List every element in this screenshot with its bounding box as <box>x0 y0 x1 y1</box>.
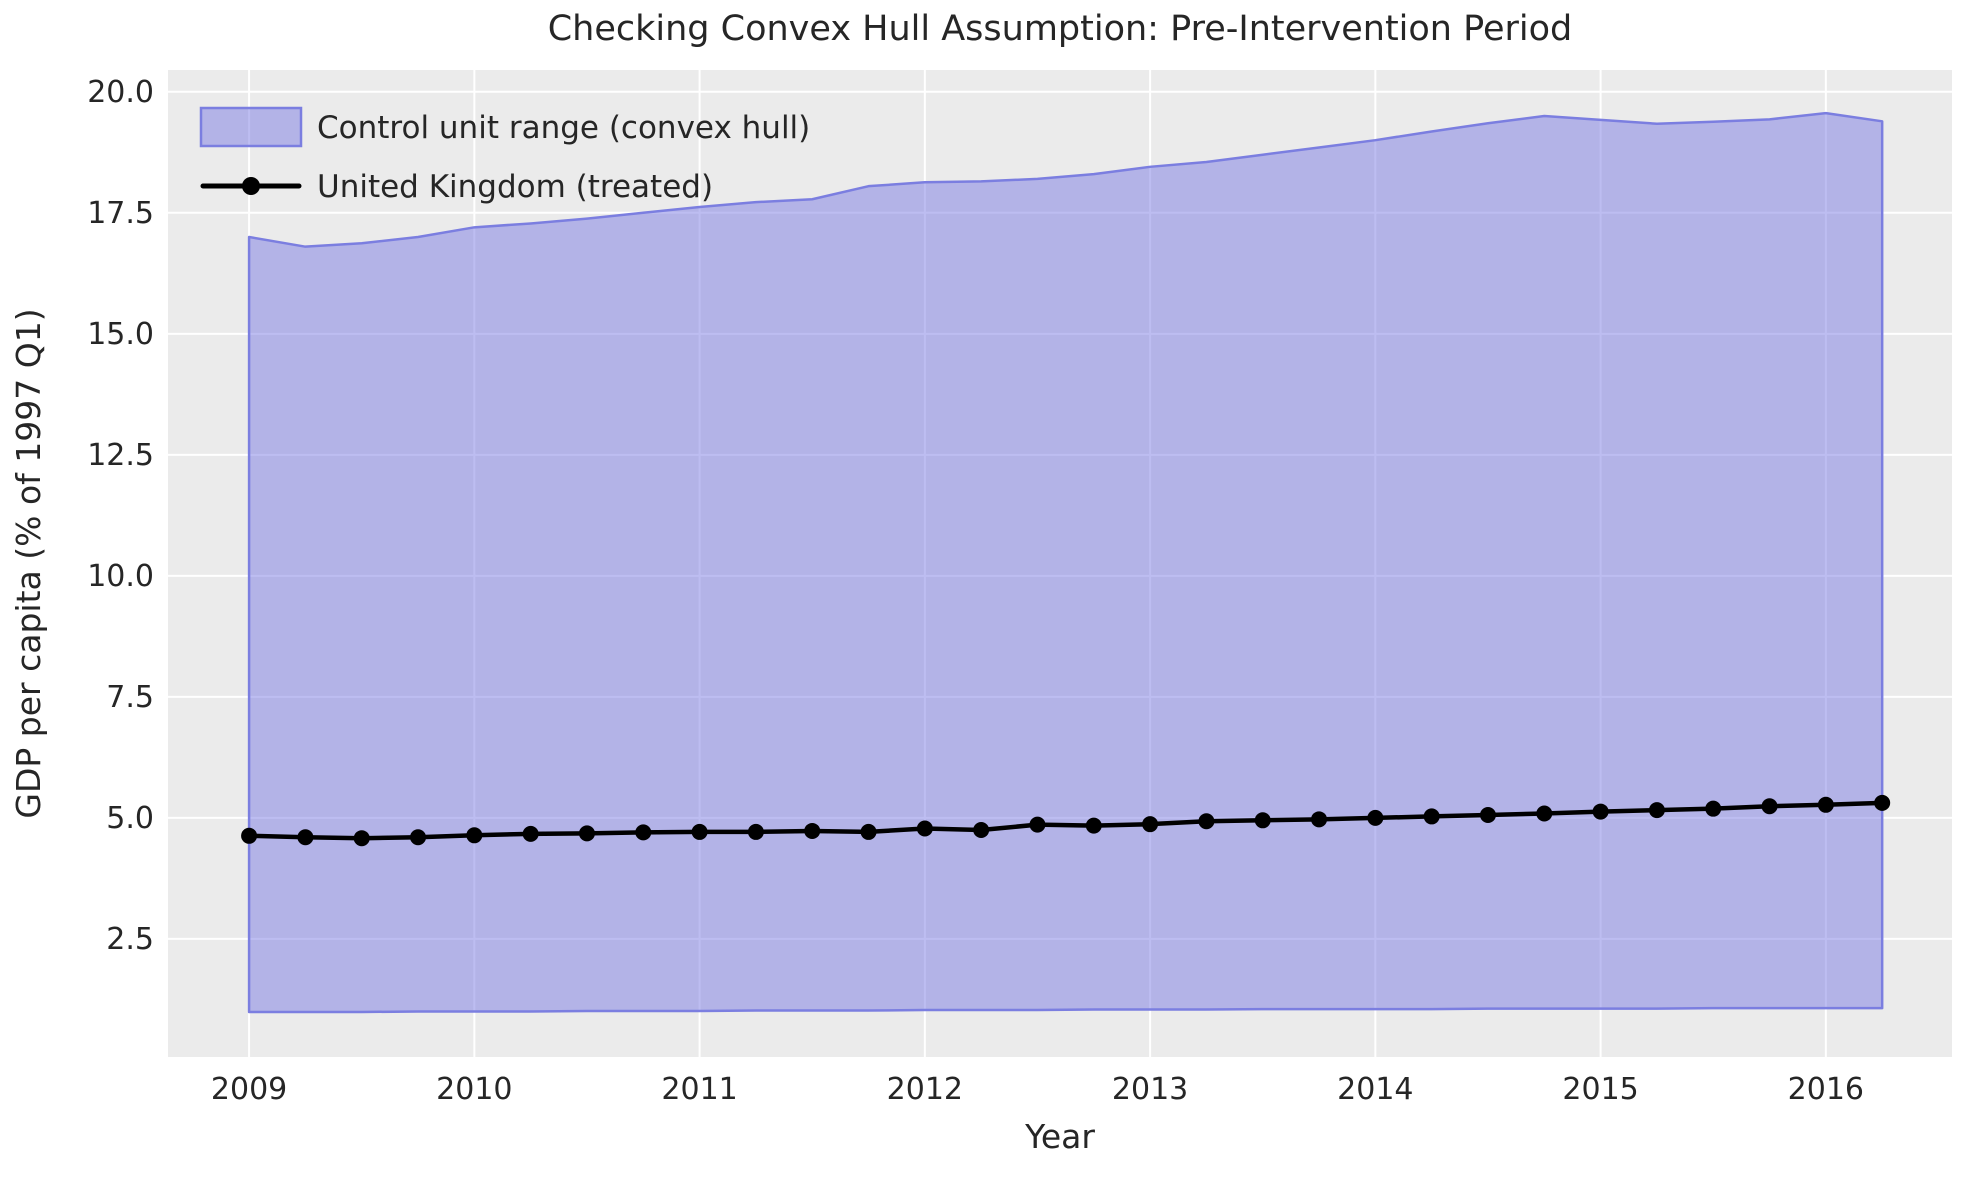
uk-treated-marker <box>353 830 370 847</box>
uk-treated-marker <box>691 823 708 840</box>
uk-treated-marker <box>916 820 933 837</box>
uk-treated-marker <box>860 823 877 840</box>
y-tick-label: 20.0 <box>87 75 154 110</box>
uk-treated-marker <box>1705 800 1722 817</box>
uk-treated-marker <box>578 825 595 842</box>
uk-treated-marker <box>241 827 258 844</box>
convex-hull-band <box>247 111 1884 1014</box>
uk-treated-marker <box>1254 812 1271 829</box>
x-axis-label: Year <box>1024 1117 1095 1156</box>
y-axis-label: GDP per capita (% of 1997 Q1) <box>9 308 48 818</box>
chart-title: Checking Convex Hull Assumption: Pre-Int… <box>548 9 1573 49</box>
uk-treated-marker <box>1367 809 1384 826</box>
uk-treated-marker <box>522 825 539 842</box>
x-tick-label: 2012 <box>887 1072 963 1107</box>
legend-band-swatch <box>199 106 303 148</box>
uk-treated-marker <box>973 821 990 838</box>
uk-treated-marker <box>747 823 764 840</box>
y-tick-label: 2.5 <box>106 922 154 957</box>
x-tick-label: 2015 <box>1562 1072 1638 1107</box>
x-tick-label: 2010 <box>436 1072 512 1107</box>
y-tick-label: 15.0 <box>87 317 154 352</box>
y-tick-label: 7.5 <box>106 680 154 715</box>
y-tick-label: 12.5 <box>87 438 154 473</box>
uk-treated-marker <box>1198 813 1215 830</box>
x-tick-label: 2009 <box>211 1072 287 1107</box>
uk-treated-marker <box>1029 816 1046 833</box>
uk-treated-marker <box>1311 811 1328 828</box>
x-tick-label: 2011 <box>661 1072 737 1107</box>
legend-label-band: Control unit range (convex hull) <box>317 110 810 146</box>
uk-treated-marker <box>1423 808 1440 825</box>
uk-treated-marker <box>1817 796 1834 813</box>
uk-treated-marker <box>635 824 652 841</box>
uk-treated-marker <box>1085 817 1102 834</box>
x-tick-label: 2013 <box>1112 1072 1188 1107</box>
uk-treated-marker <box>804 822 821 839</box>
y-tick-label: 10.0 <box>87 559 154 594</box>
uk-treated-marker <box>1874 794 1891 811</box>
x-tick-label: 2014 <box>1337 1072 1413 1107</box>
y-tick-label: 17.5 <box>87 196 154 231</box>
uk-treated-marker <box>1592 803 1609 820</box>
uk-treated-marker <box>1761 798 1778 815</box>
uk-treated-marker <box>1479 806 1496 823</box>
uk-treated-marker <box>410 829 427 846</box>
legend-label-treated: United Kingdom (treated) <box>317 169 713 205</box>
uk-treated-line <box>246 800 1885 841</box>
y-tick-label: 5.0 <box>106 801 154 836</box>
uk-treated-marker <box>1142 816 1159 833</box>
uk-treated-marker <box>1648 802 1665 819</box>
uk-treated-marker <box>1536 805 1553 822</box>
x-tick-label: 2016 <box>1788 1072 1864 1107</box>
uk-treated-marker <box>466 827 483 844</box>
legend-marker-dot <box>242 177 260 195</box>
uk-treated-marker <box>297 829 314 846</box>
legend: Control unit range (convex hull) United K… <box>199 106 810 205</box>
